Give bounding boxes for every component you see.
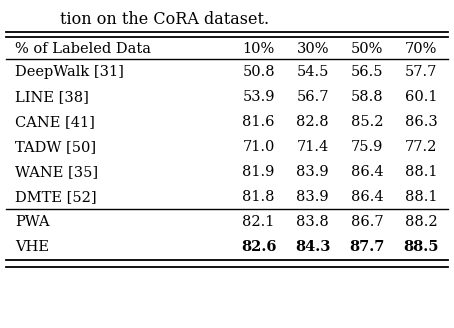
Text: DMTE [52]: DMTE [52] <box>15 190 97 204</box>
Text: 88.1: 88.1 <box>405 165 437 179</box>
Text: 83.9: 83.9 <box>296 165 329 179</box>
Text: 71.4: 71.4 <box>296 140 329 154</box>
Text: 87.7: 87.7 <box>349 240 385 254</box>
Text: 53.9: 53.9 <box>242 90 275 104</box>
Text: 10%: 10% <box>242 42 275 56</box>
Text: 85.2: 85.2 <box>350 115 383 129</box>
Text: 81.8: 81.8 <box>242 190 275 204</box>
Text: % of Labeled Data: % of Labeled Data <box>15 42 151 56</box>
Text: tion on the CᴏRA dataset.: tion on the CᴏRA dataset. <box>60 11 269 28</box>
Text: DeepWalk [31]: DeepWalk [31] <box>15 65 124 79</box>
Text: 58.8: 58.8 <box>350 90 383 104</box>
Text: 83.9: 83.9 <box>296 190 329 204</box>
Text: 88.2: 88.2 <box>405 215 437 229</box>
Text: 88.5: 88.5 <box>403 240 439 254</box>
Text: 75.9: 75.9 <box>350 140 383 154</box>
Text: 50%: 50% <box>350 42 383 56</box>
Text: 88.1: 88.1 <box>405 190 437 204</box>
Text: 56.5: 56.5 <box>350 65 383 79</box>
Text: VHE: VHE <box>15 240 49 254</box>
Text: 84.3: 84.3 <box>295 240 331 254</box>
Text: 81.9: 81.9 <box>242 165 275 179</box>
Text: CANE [41]: CANE [41] <box>15 115 95 129</box>
Text: 54.5: 54.5 <box>296 65 329 79</box>
Text: 77.2: 77.2 <box>405 140 437 154</box>
Text: WANE [35]: WANE [35] <box>15 165 98 179</box>
Text: 71.0: 71.0 <box>242 140 275 154</box>
Text: 50.8: 50.8 <box>242 65 275 79</box>
Text: 30%: 30% <box>296 42 329 56</box>
Text: 82.8: 82.8 <box>296 115 329 129</box>
Text: 56.7: 56.7 <box>296 90 329 104</box>
Text: 81.6: 81.6 <box>242 115 275 129</box>
Text: 60.1: 60.1 <box>405 90 437 104</box>
Text: 82.1: 82.1 <box>242 215 275 229</box>
Text: 86.4: 86.4 <box>350 190 383 204</box>
Text: TADW [50]: TADW [50] <box>15 140 96 154</box>
Text: 86.7: 86.7 <box>350 215 383 229</box>
Text: PWA: PWA <box>15 215 49 229</box>
Text: 57.7: 57.7 <box>405 65 437 79</box>
Text: 86.3: 86.3 <box>405 115 437 129</box>
Text: LINE [38]: LINE [38] <box>15 90 89 104</box>
Text: 82.6: 82.6 <box>241 240 276 254</box>
Text: 70%: 70% <box>405 42 437 56</box>
Text: 83.8: 83.8 <box>296 215 329 229</box>
Text: 86.4: 86.4 <box>350 165 383 179</box>
